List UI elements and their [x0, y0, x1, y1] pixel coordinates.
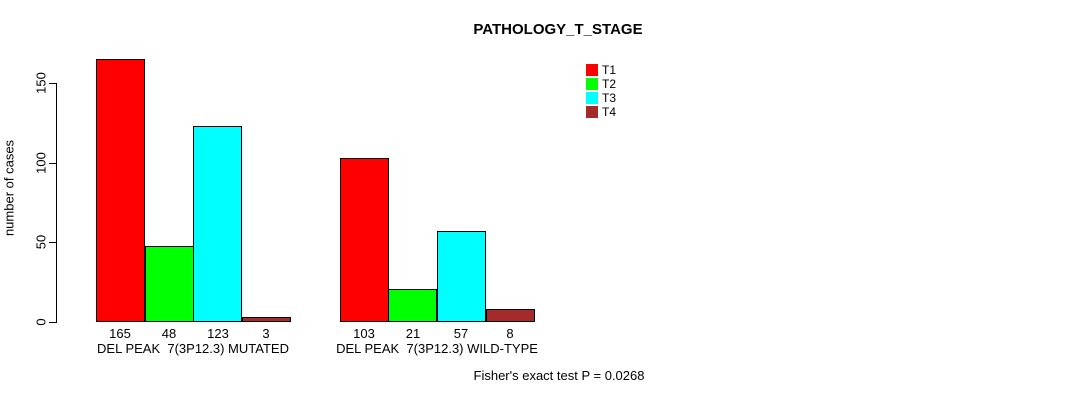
stat-test-note: Fisher's exact test P = 0.0268: [473, 368, 645, 383]
legend-label: T1: [602, 63, 617, 77]
legend-entry-t3: T3: [586, 91, 616, 105]
bar-t1-group2: [340, 158, 389, 322]
legend-entry-t2: T2: [586, 77, 616, 91]
legend-swatch-icon: [586, 64, 598, 76]
bar-t4-group1: [242, 317, 291, 322]
legend: T1 T2 T3 T4: [586, 63, 616, 119]
legend-label: T2: [602, 77, 617, 91]
bar-value-label: 57: [453, 326, 469, 341]
legend-swatch-icon: [586, 92, 598, 104]
bar-value-label: 8: [506, 326, 514, 341]
bar-t4-group2: [486, 309, 535, 322]
group-label: DEL PEAK 7(3P12.3) MUTATED: [97, 341, 289, 356]
legend-label: T4: [602, 105, 617, 119]
legend-swatch-icon: [586, 78, 598, 90]
group-label: DEL PEAK 7(3P12.3) WILD-TYPE: [336, 341, 538, 356]
bar-t3-group1: [193, 126, 242, 322]
bar-value-label: 21: [405, 326, 421, 341]
bar-value-label: 103: [353, 326, 375, 341]
y-tick-mark: [49, 242, 56, 243]
y-axis-line: [56, 83, 57, 323]
bar-value-label: 123: [207, 326, 229, 341]
legend-swatch-icon: [586, 106, 598, 118]
bar-value-label: 3: [262, 326, 270, 341]
legend-label: T3: [602, 91, 617, 105]
bar-value-label: 48: [161, 326, 177, 341]
y-axis-title: number of cases: [1, 139, 17, 237]
y-tick-label: 150: [33, 72, 49, 94]
bar-t2-group2: [388, 289, 437, 322]
bar-value-label: 165: [109, 326, 131, 341]
bar-t3-group2: [437, 231, 486, 322]
legend-entry-t1: T1: [586, 63, 616, 77]
legend-entry-t4: T4: [586, 105, 616, 119]
bar-t1-group1: [96, 59, 145, 322]
y-tick-mark: [49, 83, 56, 84]
y-tick-mark: [49, 163, 56, 164]
y-tick-label: 50: [33, 234, 49, 250]
y-tick-label: 0: [33, 318, 49, 326]
chart-title: PATHOLOGY_T_STAGE: [473, 21, 643, 38]
y-tick-mark: [49, 322, 56, 323]
bar-t2-group1: [145, 246, 194, 322]
y-tick-label: 100: [33, 152, 49, 174]
